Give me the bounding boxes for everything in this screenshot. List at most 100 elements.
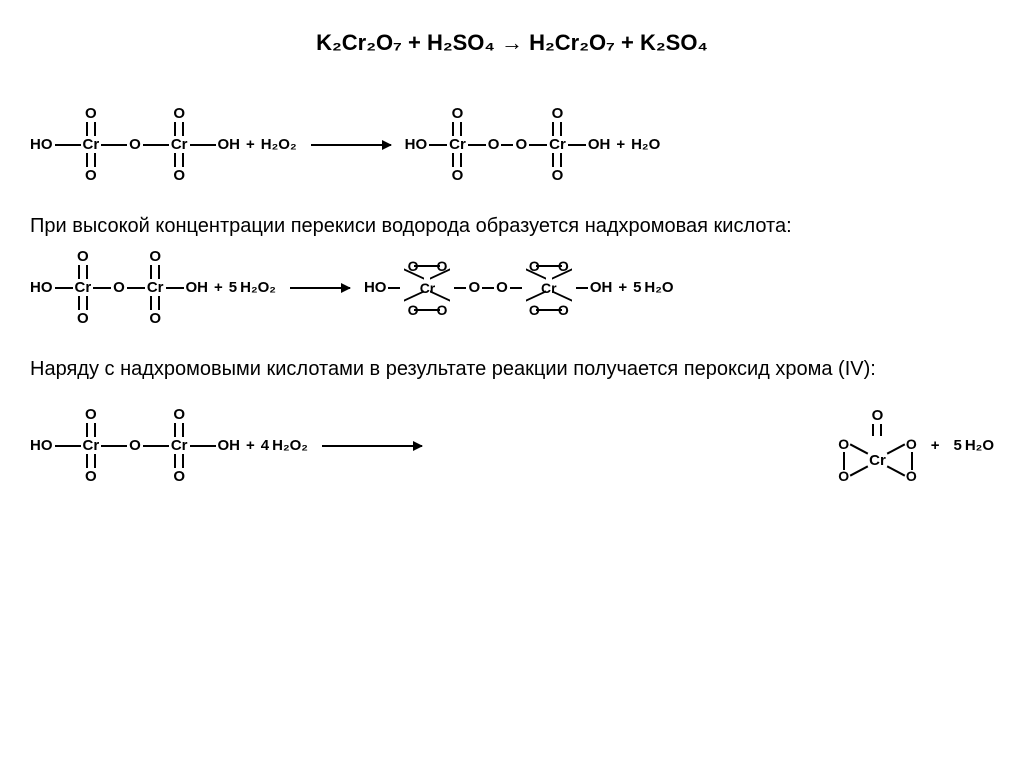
h2o2-label: H₂O₂ — [261, 137, 297, 152]
atom-o: O — [496, 280, 508, 295]
double-bond — [150, 265, 160, 279]
coeff-5: 5 — [229, 280, 237, 295]
atom-o: O — [129, 137, 141, 152]
double-bond — [78, 296, 88, 310]
double-bond — [872, 424, 882, 436]
atom-cr: Cr — [83, 137, 100, 152]
atom-o: O — [838, 437, 849, 451]
bond — [388, 287, 400, 289]
atom-ho: HO — [30, 137, 53, 152]
cr-unit: O Cr O — [83, 106, 100, 183]
reaction-arrow — [311, 144, 391, 146]
bond — [510, 287, 522, 289]
atom-o: O — [173, 469, 185, 484]
h2o2-label: H₂O₂ — [240, 280, 276, 295]
atom-o: O — [452, 168, 464, 183]
atom-oh: OH — [218, 438, 241, 453]
coeff-5: 5 — [953, 438, 961, 453]
plus-sign: + — [214, 279, 223, 296]
bond — [93, 287, 111, 289]
atom-ho: HO — [405, 137, 428, 152]
cro5-mid: O O Cr O O — [838, 437, 916, 483]
dichromic-acid-left: HO O Cr O O O Cr O OH — [30, 249, 208, 326]
atom-cr: Cr — [549, 137, 566, 152]
diagonal-bonds — [886, 440, 906, 480]
bridge — [524, 295, 574, 303]
bond — [55, 144, 81, 146]
double-bond — [174, 454, 184, 468]
double-bond — [552, 153, 562, 167]
bridge — [402, 295, 452, 303]
atom-cr: Cr — [171, 438, 188, 453]
plus-sign: + — [246, 136, 255, 153]
bond — [143, 445, 169, 447]
diagonal-bonds — [849, 440, 869, 480]
bond — [576, 287, 588, 289]
double-bond — [174, 153, 184, 167]
bond — [454, 287, 466, 289]
bond — [101, 144, 127, 146]
cr-unit: O Cr O — [449, 106, 466, 183]
bridge — [524, 273, 574, 281]
plus-sign: + — [931, 437, 940, 454]
double-bond — [174, 423, 184, 437]
cr-unit: O Cr O — [549, 106, 566, 183]
dichromic-acid-left: HO O Cr O O O Cr O OH — [30, 106, 240, 183]
atom-o: O — [85, 407, 97, 422]
atom-o: O — [468, 280, 480, 295]
bond — [468, 144, 486, 146]
double-bond — [86, 153, 96, 167]
plus-sign: + — [616, 136, 625, 153]
bond — [529, 144, 547, 146]
atom-o: O — [149, 311, 161, 326]
atom-o: O — [77, 249, 89, 264]
double-bond — [78, 265, 88, 279]
peroxo-cr-unit: O O Cr O O — [524, 259, 574, 317]
paragraph-1: При высокой концентрации перекиси водоро… — [30, 213, 994, 239]
double-bond — [452, 153, 462, 167]
atom-o: O — [872, 408, 884, 423]
bond — [101, 445, 127, 447]
atom-o: O — [173, 106, 185, 121]
reaction-arrow — [290, 287, 350, 289]
oo-bond — [843, 452, 845, 470]
atom-cr: Cr — [75, 280, 92, 295]
atom-o: O — [85, 469, 97, 484]
header-equation: K₂Cr₂O₇ + H₂SO₄ → H₂Cr₂O₇ + K₂SO₄ — [30, 30, 994, 56]
bridge — [402, 273, 452, 281]
paragraph-2: Наряду с надхромовыми кислотами в резуль… — [30, 356, 994, 382]
atom-o: O — [452, 106, 464, 121]
left-peroxo: O O — [838, 437, 849, 483]
atom-oh: OH — [186, 280, 209, 295]
atom-o: O — [173, 168, 185, 183]
atom-ho: HO — [364, 280, 387, 295]
bond — [190, 144, 216, 146]
peroxo-dichromic-acid: HO O Cr O O O O Cr O OH — [405, 106, 611, 183]
double-bond — [150, 296, 160, 310]
atom-o: O — [906, 437, 917, 451]
atom-cr: Cr — [449, 137, 466, 152]
bond — [568, 144, 586, 146]
h2o-label: H₂O — [631, 137, 660, 152]
dichromic-acid-left: HO O Cr O O O Cr O OH — [30, 407, 240, 484]
plus-sign: + — [246, 437, 255, 454]
double-bond — [86, 122, 96, 136]
atom-o: O — [85, 106, 97, 121]
h2o-label: H₂O — [965, 438, 994, 453]
atom-o: O — [488, 137, 500, 152]
atom-o: O — [85, 168, 97, 183]
perchromic-acid: HO O O Cr O O O O O O — [364, 259, 612, 317]
bond — [190, 445, 216, 447]
bond — [482, 287, 494, 289]
cr-unit: O Cr O — [147, 249, 164, 326]
reaction-3: HO O Cr O O O Cr O OH + 4 H₂O₂ O O — [30, 407, 994, 484]
atom-o: O — [77, 311, 89, 326]
h2o-label: H₂O — [644, 280, 673, 295]
cr-unit: O Cr O — [171, 106, 188, 183]
double-bond — [552, 122, 562, 136]
atom-o: O — [838, 469, 849, 483]
reaction-2: HO O Cr O O O Cr O OH + 5 H₂O₂ HO O — [30, 249, 994, 326]
right-peroxo: O O — [906, 437, 917, 483]
cr-unit: O Cr O — [83, 407, 100, 484]
atom-o: O — [552, 168, 564, 183]
